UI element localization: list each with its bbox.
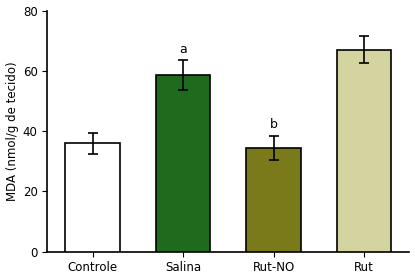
- Text: a: a: [179, 43, 187, 56]
- Bar: [337, 50, 391, 252]
- Text: b: b: [270, 118, 278, 131]
- Y-axis label: MDA (nmol/g de tecido): MDA (nmol/g de tecido): [5, 61, 19, 201]
- Bar: [247, 148, 301, 252]
- Bar: [156, 75, 210, 252]
- Bar: [66, 143, 120, 252]
